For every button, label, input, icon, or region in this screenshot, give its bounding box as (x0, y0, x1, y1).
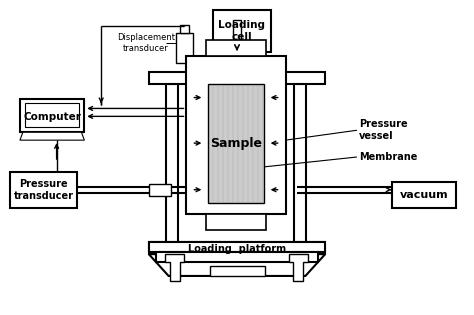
Bar (156, 252, 318, 262)
Bar (206, 215, 266, 230)
Text: Membrane: Membrane (359, 152, 417, 162)
Polygon shape (20, 132, 84, 140)
Bar (186, 56, 285, 215)
Text: Sample: Sample (210, 137, 262, 150)
Bar (193, 64, 281, 72)
Text: vacuum: vacuum (400, 190, 448, 200)
Text: Pressure
transducer: Pressure transducer (14, 179, 74, 201)
Text: Computer: Computer (23, 112, 81, 122)
Bar (20, 99, 84, 132)
Polygon shape (289, 254, 309, 281)
Bar (180, 25, 190, 33)
Bar (149, 242, 325, 254)
Bar (294, 84, 306, 242)
Text: Loading
cell: Loading cell (219, 20, 265, 42)
Bar (233, 20, 241, 64)
Bar (206, 40, 266, 56)
Text: Displacement
transducer: Displacement transducer (117, 33, 175, 53)
Bar (165, 84, 178, 242)
Text: Loading  platform: Loading platform (188, 244, 286, 254)
Bar (149, 184, 171, 196)
Bar (10, 172, 77, 208)
Bar (208, 84, 264, 203)
Bar (149, 242, 325, 252)
Bar (149, 72, 325, 84)
Bar (25, 104, 80, 127)
Text: Pressure
vessel: Pressure vessel (359, 119, 408, 141)
Polygon shape (164, 254, 184, 281)
Bar (392, 182, 456, 208)
Bar (175, 33, 193, 63)
Bar (213, 10, 271, 52)
Bar (210, 266, 265, 276)
Polygon shape (149, 254, 325, 276)
